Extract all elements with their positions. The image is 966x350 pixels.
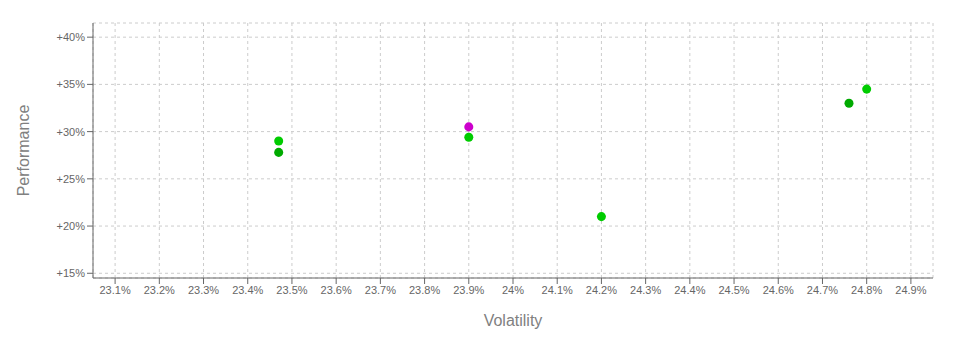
svg-text:+35%: +35%: [57, 78, 86, 90]
svg-text:24.7%: 24.7%: [807, 284, 838, 296]
svg-text:+40%: +40%: [57, 31, 86, 43]
svg-text:24.9%: 24.9%: [895, 284, 926, 296]
svg-text:Volatility: Volatility: [484, 312, 543, 329]
svg-text:23.2%: 23.2%: [144, 284, 175, 296]
svg-text:24%: 24%: [502, 284, 524, 296]
svg-text:23.6%: 23.6%: [321, 284, 352, 296]
svg-text:23.8%: 23.8%: [409, 284, 440, 296]
svg-text:Performance: Performance: [15, 105, 32, 197]
svg-text:+25%: +25%: [57, 173, 86, 185]
svg-text:24.6%: 24.6%: [763, 284, 794, 296]
svg-text:23.4%: 23.4%: [232, 284, 263, 296]
svg-text:23.1%: 23.1%: [100, 284, 131, 296]
svg-text:+30%: +30%: [57, 126, 86, 138]
svg-text:23.9%: 23.9%: [453, 284, 484, 296]
svg-text:23.3%: 23.3%: [188, 284, 219, 296]
svg-text:24.4%: 24.4%: [674, 284, 705, 296]
svg-text:+15%: +15%: [57, 267, 86, 279]
svg-text:24.3%: 24.3%: [630, 284, 661, 296]
svg-text:24.5%: 24.5%: [718, 284, 749, 296]
svg-text:24.2%: 24.2%: [586, 284, 617, 296]
svg-text:+20%: +20%: [57, 220, 86, 232]
svg-text:24.1%: 24.1%: [542, 284, 573, 296]
svg-text:24.8%: 24.8%: [851, 284, 882, 296]
svg-text:23.5%: 23.5%: [276, 284, 307, 296]
svg-text:23.7%: 23.7%: [365, 284, 396, 296]
